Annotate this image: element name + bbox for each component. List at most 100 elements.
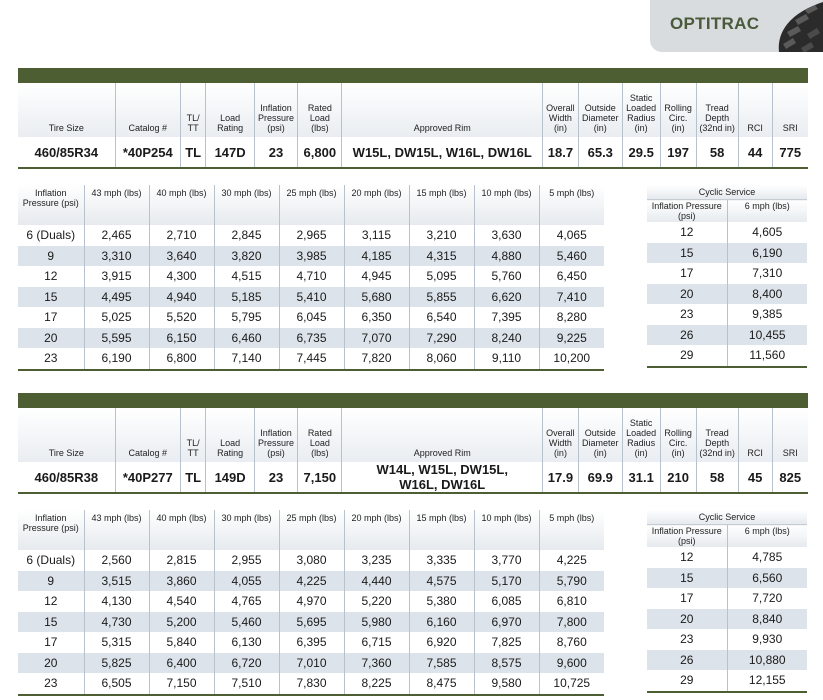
spec-value-row: 460/85R38 *40P277 TL 149D 23 7,150 W14L,… — [18, 462, 808, 493]
spec-table: Tire Size Catalog # TL/ TT Load Rating I… — [18, 408, 808, 494]
load-value-cell: 4,225 — [278, 570, 344, 591]
load-value-cell: 5,410 — [278, 286, 344, 307]
load-value-cell: 5,695 — [278, 611, 344, 632]
load-value-cell: 7,720 — [726, 588, 807, 609]
cyclic-rows: 12 4,785 15 6,560 17 7,720 20 8,840 23 9,930 26 10,… — [647, 547, 807, 692]
load-value-cell: 8,760 — [538, 632, 604, 653]
load-header-10mph: 10 mph (lbs) — [473, 185, 539, 225]
load-header-row: Inflation Pressure (psi) 43 mph (lbs) 40… — [18, 510, 604, 550]
spec-header-row: Tire Size Catalog # TL/ TT Load Rating I… — [18, 83, 808, 137]
load-value-cell: 5,380 — [408, 591, 474, 612]
tire-size: 460/85R38 — [34, 469, 99, 485]
load-value-cell: 8,280 — [538, 307, 604, 328]
pressure-cell: 29 — [680, 348, 694, 363]
header-inflation: Inflation Pressure (psi) — [253, 83, 298, 137]
load-value-cell: 6,190 — [726, 242, 807, 263]
load-value-cell: 6,045 — [278, 307, 344, 328]
load-value-cell: 3,915 — [83, 266, 149, 287]
load-value-cell: 10,880 — [726, 649, 807, 670]
tl-tt: TL — [180, 137, 206, 168]
spec-value-row: 460/85R34 *40P254 TL 147D 23 6,800 W15L,… — [18, 137, 808, 168]
spec-header-row: Tire Size Catalog # TL/ TT Load Rating I… — [18, 408, 808, 462]
pressure-cell: 9 — [18, 245, 84, 266]
approved-rim: W15L, DW15L, W16L, DW16L — [341, 137, 543, 168]
pressure-cell: 12 — [680, 550, 694, 565]
load-value-cell: 6,715 — [343, 632, 409, 653]
header-sri: SRI — [771, 408, 808, 462]
load-value-cell: 3,860 — [148, 570, 214, 591]
pressure-cell: 17 — [680, 591, 694, 606]
load-value-cell: 2,815 — [148, 550, 214, 571]
load-value-cell: 6,735 — [278, 327, 344, 348]
header-static-radius: Static Loaded Radius (in) — [621, 83, 661, 137]
header-approved-rim: Approved Rim — [341, 408, 543, 462]
load-value-cell: 3,985 — [278, 245, 344, 266]
pressure-cell: 6 (Duals) — [26, 228, 76, 243]
section-bar — [18, 393, 808, 408]
cyclic-row: 23 9,930 — [647, 629, 807, 650]
load-value-cell: 4,605 — [726, 222, 807, 243]
load-value-cell: 9,580 — [473, 673, 539, 695]
load-value-cell: 12,155 — [726, 670, 807, 692]
pressure-cell: 26 — [647, 324, 727, 345]
pressure-cell: 20 — [647, 608, 727, 629]
outside-diameter: 65.3 — [577, 137, 623, 168]
load-value-cell: 4,440 — [343, 570, 409, 591]
load-value-cell: 7,585 — [408, 652, 474, 673]
tread-depth: 58 — [695, 462, 739, 493]
load-value-cell: 4,300 — [148, 266, 214, 287]
load-value-cell: 7,150 — [148, 673, 214, 695]
load-value-cell: 4,575 — [408, 570, 474, 591]
load-value-cell: 2,845 — [213, 225, 279, 246]
load-value-cell: 5,095 — [408, 266, 474, 287]
header-rolling-circ: Rolling Circ. (in) — [659, 408, 697, 462]
load-value-cell: 2,560 — [83, 550, 149, 571]
load-value-cell: 4,710 — [278, 266, 344, 287]
overall-width: 18.7 — [542, 137, 579, 168]
load-value-cell: 5,790 — [538, 570, 604, 591]
tire-section-1: Tire Size Catalog # TL/ TT Load Rating I… — [18, 68, 808, 169]
load-table-2: Inflation Pressure (psi) 43 mph (lbs) 40… — [18, 510, 604, 696]
brand-tab: OPTITRAC — [650, 0, 823, 52]
load-value-cell: 8,840 — [726, 608, 807, 629]
static-radius: 29.5 — [621, 137, 661, 168]
pressure-cell: 17 — [44, 310, 58, 325]
sri: 825 — [771, 462, 808, 493]
overall-width: 17.9 — [542, 462, 579, 493]
cyclic-rows: 12 4,605 15 6,190 17 7,310 20 8,400 23 9,385 26 10,… — [647, 222, 807, 367]
load-value-cell: 8,575 — [473, 652, 539, 673]
load-value-cell: 8,240 — [473, 327, 539, 348]
inflation-pressure: 23 — [253, 137, 298, 168]
pressure-cell: 9 — [18, 570, 84, 591]
load-value-cell: 8,475 — [408, 673, 474, 695]
load-value-cell: 6,970 — [473, 611, 539, 632]
load-value-cell: 10,455 — [726, 324, 807, 345]
load-value-cell: 3,080 — [278, 550, 344, 571]
load-value-cell: 4,540 — [148, 591, 214, 612]
load-value-cell: 7,830 — [278, 673, 344, 695]
load-value-cell: 4,055 — [213, 570, 279, 591]
load-value-cell: 5,520 — [148, 307, 214, 328]
load-header-5mph: 5 mph (lbs) — [538, 185, 604, 225]
load-header-40mph: 40 mph (lbs) — [148, 185, 214, 225]
load-value-cell: 6,395 — [278, 632, 344, 653]
load-value-cell: 4,730 — [83, 611, 149, 632]
cyclic-header-6mph: 6 mph (lbs) — [726, 199, 807, 222]
load-value-cell: 5,460 — [538, 245, 604, 266]
cyclic-header-pressure: Inflation Pressure (psi) — [647, 199, 727, 222]
load-header-25mph: 25 mph (lbs) — [278, 185, 344, 225]
pressure-cell: 17 — [44, 635, 58, 650]
header-rated-load: Rated Load (lbs) — [297, 83, 342, 137]
load-value-cell: 5,855 — [408, 286, 474, 307]
load-value-cell: 9,110 — [473, 348, 539, 370]
rim-line-1: W15L, DW15L, W16L, DW16L — [352, 144, 532, 160]
load-row: 17 5,315 5,840 6,130 6,395 6,715 6,920 7,825 8,7… — [18, 632, 604, 653]
load-row: 15 4,730 5,200 5,460 5,695 5,980 6,160 6,970 7,8… — [18, 611, 604, 632]
load-value-cell: 4,785 — [726, 547, 807, 568]
load-value-cell: 4,970 — [278, 591, 344, 612]
header-overall-width: Overall Width (in) — [542, 83, 579, 137]
load-value-cell: 6,460 — [213, 327, 279, 348]
load-value-cell: 9,600 — [538, 652, 604, 673]
pressure-cell: 23 — [680, 632, 694, 647]
pressure-cell: 20 — [647, 283, 727, 304]
